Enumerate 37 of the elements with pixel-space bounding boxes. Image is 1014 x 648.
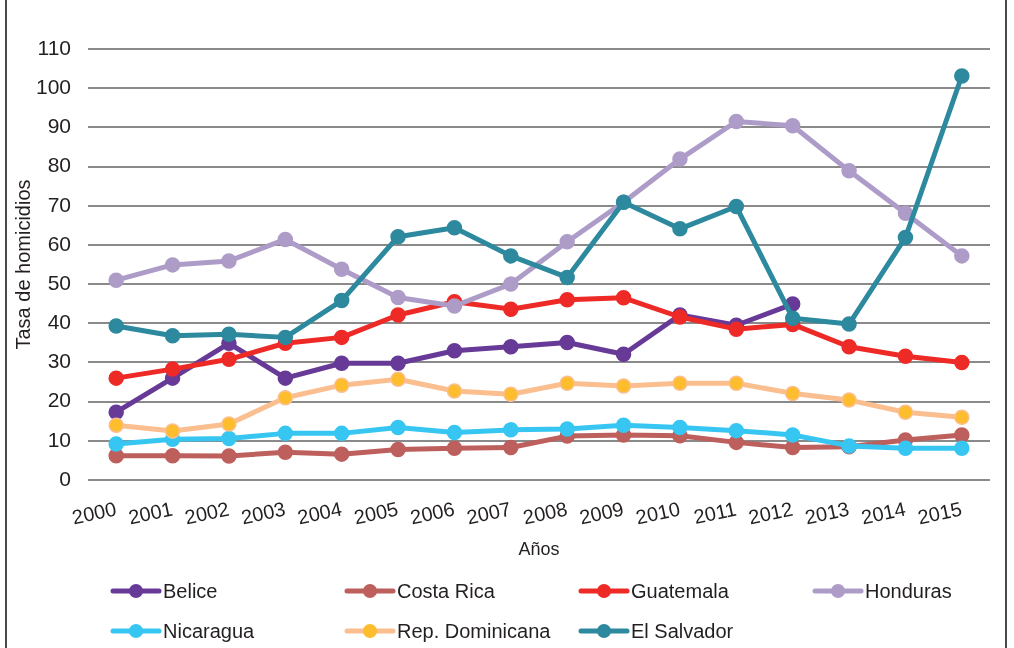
x-tick-label: 2011 xyxy=(691,497,739,528)
x-tick-label: 2001 xyxy=(126,497,175,529)
x-tick-label: 2007 xyxy=(464,497,513,529)
y-tick-label: 100 xyxy=(35,74,71,98)
y-axis-title: Tasa de homicidios xyxy=(11,179,34,350)
x-tick-label: 2003 xyxy=(239,497,288,529)
x-tick-label: 2000 xyxy=(70,497,119,529)
legend-label: Rep. Dominicana xyxy=(397,619,552,642)
x-tick-label: 2006 xyxy=(408,497,457,529)
legend-label: Guatemala xyxy=(631,579,730,602)
x-tick-label: 2008 xyxy=(521,497,570,529)
x-tick-label: 2012 xyxy=(746,497,795,529)
x-tick-label: 2004 xyxy=(295,497,344,529)
y-tick-label: 90 xyxy=(47,114,71,138)
y-tick-label: 30 xyxy=(47,349,71,373)
x-tick-label: 2005 xyxy=(351,497,401,529)
y-tick-label: 60 xyxy=(47,231,71,255)
legend-label: Costa Rica xyxy=(397,579,496,602)
x-axis-title: Años xyxy=(518,539,560,560)
y-tick-label: 20 xyxy=(47,388,71,412)
legend-label: El Salvador xyxy=(631,619,734,642)
x-tick-label: 2013 xyxy=(802,497,852,529)
legend-label: Nicaragua xyxy=(163,619,256,642)
y-tick-label: 0 xyxy=(59,466,71,490)
y-tick-label: 10 xyxy=(47,427,71,451)
y-tick-label: 80 xyxy=(47,153,71,177)
y-tick-label: 50 xyxy=(47,270,71,294)
x-tick-label: 2010 xyxy=(633,497,682,529)
y-tick-label: 70 xyxy=(47,192,71,216)
x-tick-label: 2015 xyxy=(915,497,964,529)
x-tick-label: 2009 xyxy=(577,497,626,529)
x-tick-label: 2002 xyxy=(182,497,231,529)
x-tick-label: 2014 xyxy=(859,497,908,529)
legend-label: Belice xyxy=(163,579,218,602)
y-tick-label: 40 xyxy=(47,310,71,334)
y-tick-label: 110 xyxy=(37,35,71,59)
legend-label: Honduras xyxy=(865,579,952,602)
